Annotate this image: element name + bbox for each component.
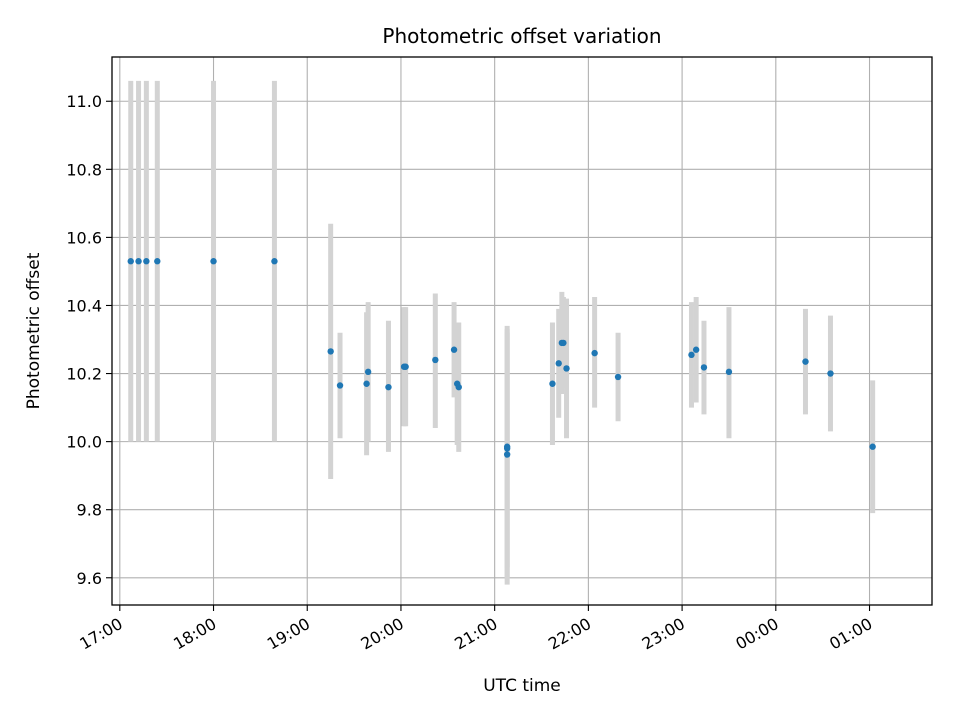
data-point (614, 373, 622, 381)
data-point (503, 451, 511, 458)
data-point (135, 258, 142, 265)
y-tick-label: 10.8 (66, 160, 102, 179)
data-point (450, 346, 458, 353)
grid (112, 57, 932, 605)
data-point (402, 363, 409, 370)
data-point (143, 258, 150, 265)
y-axis-label: Photometric offset (24, 252, 44, 409)
y-tick-label: 10.2 (66, 365, 102, 384)
data-point (563, 365, 570, 372)
data-point (591, 349, 598, 357)
data-point (560, 339, 567, 347)
data-point (802, 358, 809, 365)
y-tick-label: 9.8 (77, 501, 102, 520)
data-point (692, 346, 700, 353)
data-point (725, 368, 733, 376)
data-point (363, 380, 370, 387)
data-point (688, 351, 695, 359)
y-tick-label: 9.6 (77, 569, 102, 588)
data-point (336, 382, 344, 389)
data-point (827, 370, 834, 377)
y-tick-label: 10.0 (66, 433, 102, 452)
data-point (869, 443, 876, 450)
data-point (385, 383, 392, 391)
data-point (327, 348, 334, 355)
data-point (271, 258, 278, 265)
data-point (210, 258, 217, 265)
y-axis-ticks: 9.6 9.8 10.0 10.2 10.4 10.6 10.8 11.0 (66, 92, 112, 588)
y-tick-label: 10.4 (66, 296, 102, 315)
plot-frame (111, 56, 933, 606)
data-points (127, 258, 876, 458)
chart-title: Photometric offset variation (382, 24, 661, 48)
data-point (700, 364, 708, 371)
data-point (364, 368, 372, 376)
y-tick-label: 10.6 (66, 228, 102, 247)
data-point (154, 258, 161, 265)
data-point (503, 443, 511, 450)
data-point (455, 383, 462, 391)
data-point (127, 258, 134, 265)
data-point (555, 360, 562, 367)
data-point (432, 356, 439, 364)
y-tick-label: 11.0 (66, 92, 102, 111)
x-axis-label: UTC time (483, 676, 561, 696)
data-point (549, 380, 556, 387)
